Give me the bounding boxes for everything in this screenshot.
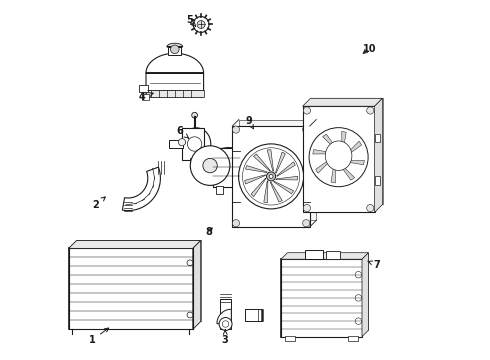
Bar: [139, 85, 148, 92]
Bar: [303, 106, 374, 212]
Circle shape: [178, 139, 186, 146]
Ellipse shape: [182, 128, 211, 160]
Text: 8: 8: [206, 227, 213, 237]
Ellipse shape: [205, 148, 252, 187]
Circle shape: [197, 21, 205, 28]
Circle shape: [219, 318, 232, 330]
Circle shape: [269, 175, 273, 178]
Circle shape: [193, 17, 209, 32]
Bar: [285, 336, 295, 341]
Bar: [281, 259, 362, 337]
Polygon shape: [239, 120, 316, 220]
Polygon shape: [374, 98, 383, 212]
Polygon shape: [253, 154, 270, 171]
Circle shape: [303, 220, 310, 227]
Bar: [220, 299, 231, 329]
Polygon shape: [122, 167, 160, 211]
Polygon shape: [342, 131, 346, 153]
Bar: [325, 251, 340, 259]
Text: 2: 2: [92, 197, 105, 210]
Circle shape: [367, 204, 374, 212]
Circle shape: [187, 312, 193, 318]
Circle shape: [187, 137, 202, 151]
Bar: [213, 148, 240, 187]
Bar: [305, 250, 323, 259]
Polygon shape: [316, 157, 333, 173]
Circle shape: [355, 271, 362, 278]
Polygon shape: [245, 166, 267, 172]
Bar: [232, 146, 252, 155]
Circle shape: [241, 172, 245, 177]
Circle shape: [171, 45, 179, 54]
Bar: [374, 134, 380, 143]
Circle shape: [222, 321, 229, 327]
Polygon shape: [275, 152, 285, 173]
Bar: [190, 158, 196, 167]
Polygon shape: [313, 150, 335, 154]
Circle shape: [355, 294, 362, 301]
Polygon shape: [193, 240, 201, 329]
Bar: [170, 140, 183, 148]
Bar: [245, 309, 262, 321]
Circle shape: [267, 172, 276, 181]
Polygon shape: [344, 141, 362, 157]
Polygon shape: [303, 98, 383, 106]
Polygon shape: [362, 253, 368, 337]
Circle shape: [303, 107, 311, 114]
Circle shape: [303, 126, 310, 133]
Polygon shape: [273, 181, 294, 194]
Polygon shape: [322, 134, 339, 151]
Circle shape: [232, 126, 240, 133]
Circle shape: [243, 148, 300, 205]
Polygon shape: [245, 175, 266, 184]
Text: 6: 6: [177, 126, 189, 138]
Circle shape: [239, 144, 304, 209]
Text: 7: 7: [368, 260, 380, 270]
Circle shape: [334, 153, 343, 162]
Text: 4: 4: [139, 92, 153, 102]
Bar: [146, 90, 204, 97]
Circle shape: [203, 158, 217, 173]
Ellipse shape: [325, 141, 352, 170]
Polygon shape: [331, 161, 336, 183]
Text: 3: 3: [222, 330, 228, 345]
Circle shape: [367, 107, 374, 114]
Circle shape: [241, 158, 245, 162]
Bar: [347, 336, 358, 341]
Circle shape: [303, 204, 311, 212]
Polygon shape: [267, 150, 273, 171]
Polygon shape: [276, 176, 298, 180]
Polygon shape: [288, 253, 368, 330]
Bar: [182, 128, 204, 160]
Bar: [216, 186, 223, 194]
Circle shape: [192, 112, 197, 118]
Text: 9: 9: [245, 116, 253, 129]
Bar: [143, 94, 149, 100]
Polygon shape: [69, 248, 193, 329]
Circle shape: [232, 220, 240, 227]
Polygon shape: [69, 240, 201, 248]
Text: 10: 10: [363, 44, 376, 54]
Circle shape: [309, 128, 368, 187]
Bar: [232, 126, 310, 227]
Polygon shape: [251, 178, 266, 197]
Bar: [169, 47, 181, 55]
Polygon shape: [281, 253, 368, 259]
Polygon shape: [311, 98, 383, 204]
Bar: [374, 176, 380, 185]
Text: 1: 1: [89, 328, 109, 345]
Polygon shape: [76, 240, 201, 321]
Polygon shape: [217, 309, 231, 324]
Circle shape: [187, 260, 193, 266]
Polygon shape: [270, 182, 282, 202]
Circle shape: [355, 318, 362, 324]
Polygon shape: [264, 181, 268, 203]
Ellipse shape: [190, 146, 230, 185]
Polygon shape: [277, 162, 295, 176]
Polygon shape: [167, 43, 183, 47]
Polygon shape: [339, 163, 355, 180]
Polygon shape: [343, 160, 365, 165]
Text: 5: 5: [186, 15, 196, 26]
Polygon shape: [146, 53, 204, 97]
